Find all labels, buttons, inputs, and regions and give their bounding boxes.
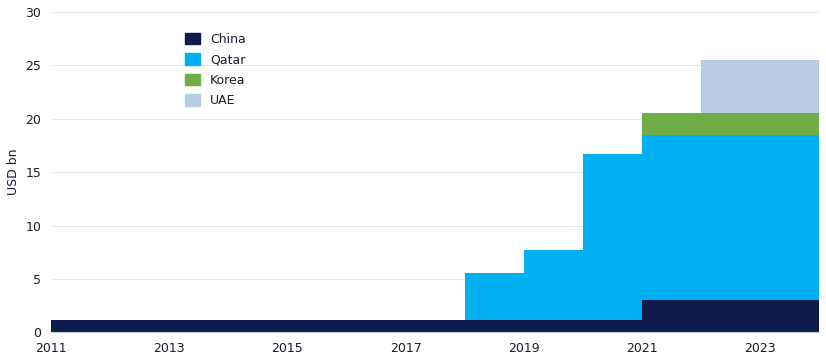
Y-axis label: USD bn: USD bn — [7, 149, 20, 195]
Legend: China, Qatar, Korea, UAE: China, Qatar, Korea, UAE — [180, 28, 251, 112]
